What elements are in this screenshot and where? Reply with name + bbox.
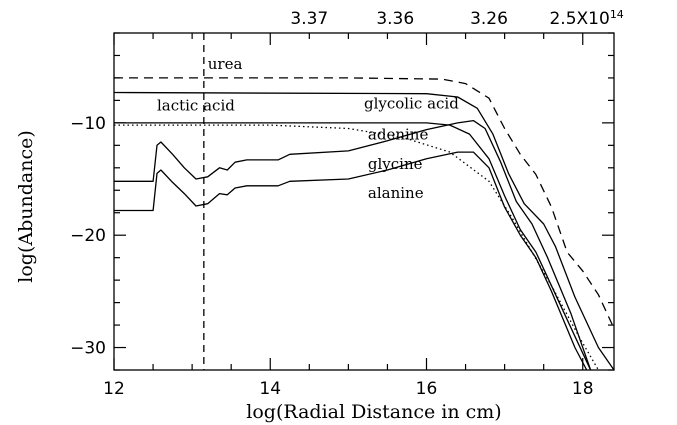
series-label-adenine: adenine (368, 126, 429, 144)
series-label-alanine: alanine (368, 184, 424, 202)
y-axis-title: log(Abundance) (15, 130, 37, 282)
x-tick-label: 16 (416, 379, 438, 399)
y-tick-label: −30 (70, 339, 106, 359)
series-line-adenine (114, 124, 599, 370)
series-layer (114, 33, 614, 370)
plot-border (113, 32, 615, 371)
series-label-glycine: glycine (368, 155, 423, 173)
x-tick-label: 14 (259, 379, 281, 399)
labels-layer: urea glycolic acid lactic acid adenine glyci… (15, 8, 624, 423)
series-line-alanine (114, 151, 588, 370)
series-label-urea: urea (208, 55, 243, 73)
plot-frame (113, 32, 615, 371)
series-line-glycolic-acid (114, 91, 614, 370)
series-label-lactic-acid: lactic acid (157, 97, 235, 115)
x-tick-label: 18 (572, 379, 594, 399)
top-axis-label: 2.5X1014 (549, 8, 623, 29)
y-tick-label: −10 (70, 114, 106, 134)
series-line-lactic-acid (114, 122, 592, 370)
top-axis-label: 3.36 (376, 9, 414, 29)
series-line-urea (114, 77, 614, 329)
series-label-glycolic-acid: glycolic acid (364, 94, 459, 112)
series-line-glycine (114, 119, 592, 370)
y-tick-label: −20 (70, 226, 106, 246)
axis-ticks (113, 32, 614, 371)
top-axis-label: 3.26 (470, 9, 508, 29)
x-tick-label: 12 (103, 379, 125, 399)
top-axis-label: 3.37 (290, 9, 328, 29)
x-axis-title: log(Radial Distance in cm) (246, 401, 501, 423)
